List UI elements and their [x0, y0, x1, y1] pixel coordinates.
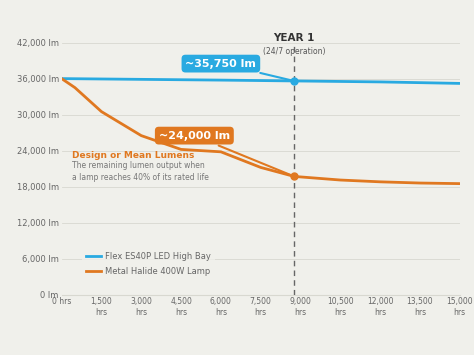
Legend: Flex ES40P LED High Bay, Metal Halide 400W Lamp: Flex ES40P LED High Bay, Metal Halide 40… — [82, 248, 215, 280]
Text: The remaining lumen output when
a lamp reaches 40% of its rated life: The remaining lumen output when a lamp r… — [72, 161, 209, 182]
Text: (24/7 operation): (24/7 operation) — [263, 48, 325, 56]
Text: ~35,750 lm: ~35,750 lm — [185, 59, 292, 80]
Text: ~24,000 lm: ~24,000 lm — [159, 131, 292, 175]
Text: YEAR 1: YEAR 1 — [273, 33, 315, 43]
Text: Design or Mean Lumens: Design or Mean Lumens — [72, 151, 195, 160]
